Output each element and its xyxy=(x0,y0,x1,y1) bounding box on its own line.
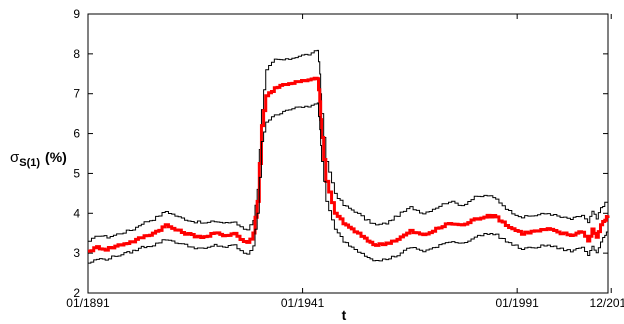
y-axis-unit: (%) xyxy=(45,149,67,165)
y-tick-label: 8 xyxy=(73,47,80,61)
y-tick-label: 9 xyxy=(73,7,80,21)
y-tick-label: 3 xyxy=(73,246,80,260)
y-axis-subscript: S(1) xyxy=(19,157,40,169)
x-tick-label: 01/1891 xyxy=(66,296,110,310)
series-lower-band-line xyxy=(88,102,609,264)
y-tick-label: 2 xyxy=(73,286,80,300)
y-axis-title: σS(1) (%) xyxy=(10,149,67,169)
y-tick-label: 4 xyxy=(73,206,80,220)
series-upper-band-line xyxy=(88,49,609,242)
x-tick-label: 01/1991 xyxy=(495,296,539,310)
y-axis-symbol: σ xyxy=(10,149,20,166)
x-tick-label: 01/1941 xyxy=(281,296,325,310)
series-estimate-line xyxy=(88,76,610,253)
y-tick-label: 5 xyxy=(73,166,80,180)
plot-frame xyxy=(87,13,609,294)
y-tick-label: 7 xyxy=(73,87,80,101)
y-tick-label: 6 xyxy=(73,127,80,141)
x-axis-title: t xyxy=(342,307,347,323)
x-axis: 01/1891 01/1941 01/1991 12/2012 xyxy=(66,14,624,310)
y-axis: 2 3 4 5 6 7 8 9 xyxy=(73,7,608,300)
series-layer xyxy=(88,49,610,264)
x-tick-label: 12/2012 xyxy=(590,296,624,310)
